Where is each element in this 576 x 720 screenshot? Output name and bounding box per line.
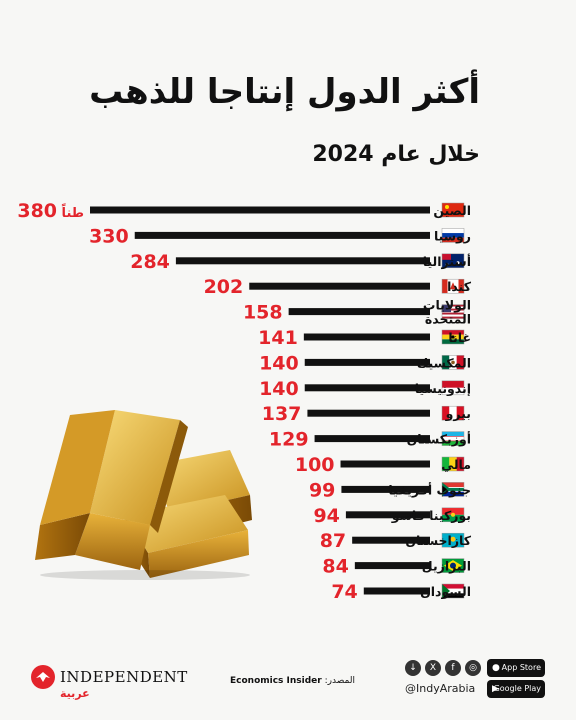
bar-value-label: 202 [204,276,244,298]
burkina-faso-flag [441,507,465,523]
social-handle[interactable]: @IndyArabia [405,682,476,695]
bar [134,231,430,239]
category-label: مالي [441,457,471,472]
brand-name: INDEPENDENT [60,668,188,686]
facebook-icon[interactable]: f [445,660,461,676]
category-label: بيرو [445,406,471,421]
china-flag [441,202,465,218]
gold-bars-illustration [35,410,252,580]
category-label: كازاخستان [405,533,471,548]
bar [354,562,430,570]
bar [288,308,430,316]
bar [307,409,430,417]
bar [175,257,430,265]
peru-flag [441,405,465,421]
bar-value-label: 84 [322,556,348,578]
south-africa-flag [441,482,465,497]
bar-value-label: 87 [320,530,346,552]
google-play-label: Google Play [493,684,541,693]
download-icon[interactable]: ↓ [405,660,421,676]
category-label: الولايات المتحدة [423,298,471,327]
bar-value-label: 284 [130,251,170,273]
footer: INDEPENDENT عربية المصدر: Economics Insi… [0,650,576,720]
bar-value-label: 140 [259,352,299,374]
bar [341,485,430,493]
category-label: المكسيك [417,355,471,370]
bar-value-label: 137 [262,403,302,425]
australia-flag [441,253,465,269]
bar-value-label: 74 [331,581,357,603]
bar-value-label: 158 [243,302,283,324]
bar [304,384,430,392]
apple-icon: ● [492,663,500,673]
bar [340,460,430,468]
canada-flag [441,278,465,294]
instagram-icon[interactable]: ◎ [465,660,481,676]
sudan-flag [441,583,465,599]
bar-value-label: 129 [269,429,309,451]
play-icon: ▶ [492,684,499,694]
category-label: روسيا [434,228,471,243]
bar-value-label: 100 [295,454,335,476]
bar [90,206,430,214]
bar [303,333,430,341]
ghana-flag [441,329,465,345]
independent-eagle-icon [31,665,55,689]
category-label: أوزبكستان [407,431,471,447]
bar-value-label: 141 [258,327,298,349]
source-value: Economics Insider [230,676,322,686]
page-title: أكثر الدول إنتاجا للذهب [89,72,480,112]
indonesia-flag [441,380,465,396]
page-subtitle: خلال عام 2024 [312,142,480,167]
category-label: جنوب أفريقيا [388,481,471,497]
category-label: البرازيل [422,559,471,574]
uzbekistan-flag [441,431,465,446]
category-label: الصين [433,203,471,218]
category-label: السودان [420,584,471,599]
app-store-label: App Store [501,663,541,672]
bar-value-label: 99 [309,479,335,501]
category-label: غانا [448,330,471,345]
bar-value-label: طناً 380 [17,200,84,222]
bar [345,511,430,519]
bar [249,282,430,290]
bar-value-label: 330 [89,225,129,247]
mali-flag [441,456,465,472]
brazil-flag [441,558,465,573]
bar [314,435,430,443]
category-label: كندا [447,279,472,294]
x-icon[interactable]: X [425,660,441,676]
kazakhstan-flag [441,532,465,548]
bar-chart: طناً 380 الصين 330 روسيا 284 أستراليا 202 كندا 1… [17,200,472,603]
bar [304,358,430,366]
category-label: إندونيسيا [415,381,471,396]
social-icons: ↓ X f ◎ [405,660,481,676]
google-play-badge[interactable]: ▶ Google Play [487,680,545,698]
brand-arabic: عربية [60,687,90,700]
app-store-badge[interactable]: ● App Store [487,659,545,677]
bar-value-label: 140 [259,378,299,400]
bar [352,536,430,544]
usa-flag [441,304,465,319]
category-label: أستراليا [423,253,471,269]
mexico-flag [441,355,465,370]
bar [363,587,430,595]
category-label: بوركينا فاسو [391,508,471,523]
russia-flag [441,228,465,243]
source-label: المصدر: [324,676,355,686]
source-note: المصدر: Economics Insider [230,676,355,686]
bar-value-label: 94 [313,505,339,527]
